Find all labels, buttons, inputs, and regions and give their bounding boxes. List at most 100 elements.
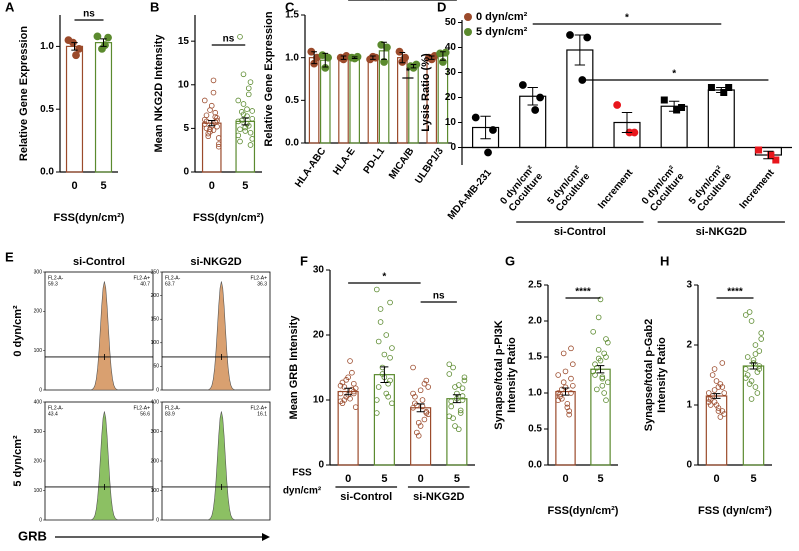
error-bar bbox=[344, 387, 353, 396]
data-point bbox=[446, 361, 453, 368]
data-point bbox=[242, 128, 249, 134]
y-tick-label: 0.0 bbox=[40, 167, 54, 178]
data-point bbox=[210, 77, 217, 84]
error-bar bbox=[416, 403, 425, 413]
data-point bbox=[212, 109, 219, 116]
data-point bbox=[713, 402, 720, 408]
y-tick-label: 300 bbox=[34, 269, 43, 275]
y-tick-label: 0 bbox=[156, 387, 159, 393]
data-point bbox=[244, 113, 250, 119]
data-point bbox=[484, 148, 492, 157]
data-point bbox=[744, 354, 751, 360]
annotation: ns bbox=[83, 9, 95, 20]
y-tick-label: 1.5 bbox=[285, 10, 299, 21]
data-point bbox=[709, 372, 716, 378]
data-point bbox=[351, 380, 357, 387]
y-tick-label: 100 bbox=[34, 348, 43, 354]
data-point bbox=[249, 108, 256, 114]
data-point bbox=[201, 116, 208, 123]
error-bar bbox=[440, 51, 446, 61]
data-point bbox=[389, 345, 395, 351]
data-point bbox=[590, 368, 596, 375]
data-point bbox=[383, 390, 390, 397]
x-tick-label: MICA/B bbox=[387, 146, 416, 181]
annotation: ns bbox=[223, 34, 235, 45]
bar bbox=[373, 374, 395, 466]
x-axis-label: FSS(dyn/cm²) bbox=[548, 505, 619, 517]
data-point bbox=[203, 118, 210, 125]
gate-value: 63.7 bbox=[165, 281, 175, 287]
data-point bbox=[707, 396, 714, 402]
data-point bbox=[349, 369, 355, 376]
error-bar bbox=[410, 63, 417, 69]
error-bar bbox=[241, 117, 249, 126]
error-bar bbox=[763, 150, 774, 160]
data-point bbox=[337, 390, 344, 397]
error-bar bbox=[100, 38, 107, 47]
data-point bbox=[201, 97, 208, 104]
y-axis-label: Mean NKG2D Intensity bbox=[153, 34, 165, 153]
error-bar bbox=[716, 87, 727, 93]
x-tick-label-group: PD-L1 bbox=[362, 146, 388, 176]
data-point bbox=[401, 53, 410, 62]
data-point bbox=[387, 354, 393, 361]
data-point bbox=[341, 397, 348, 403]
x-tick-label: 0 bbox=[713, 473, 719, 485]
data-point bbox=[377, 306, 384, 312]
y-tick-label: 200 bbox=[34, 309, 43, 315]
y-tick-label: 40 bbox=[445, 42, 457, 53]
y-tick-label: 250 bbox=[151, 269, 160, 275]
data-point bbox=[395, 47, 404, 56]
annotation: ** bbox=[362, 0, 370, 6]
panel-letter: H bbox=[660, 253, 669, 268]
y-tick-label: 5 bbox=[183, 123, 189, 134]
data-point bbox=[381, 351, 388, 358]
gate-value: 59.3 bbox=[48, 281, 58, 287]
data-point bbox=[237, 126, 243, 133]
bar bbox=[94, 42, 113, 173]
data-point bbox=[337, 398, 344, 405]
y-tick-label: 300 bbox=[151, 429, 160, 435]
arrow-head bbox=[262, 533, 270, 541]
data-point bbox=[452, 423, 458, 429]
data-point bbox=[564, 400, 571, 407]
data-point bbox=[742, 312, 749, 318]
data-point bbox=[215, 143, 222, 150]
gate-label: FL2-A+ bbox=[250, 275, 267, 281]
x-tick-label: 5 bbox=[100, 180, 106, 192]
data-point bbox=[719, 360, 726, 366]
error-bar bbox=[527, 87, 538, 106]
error-bar bbox=[596, 365, 605, 374]
y-tick-label: 1.5 bbox=[528, 352, 542, 363]
x-axis-label: FSS(dyn/cm²) bbox=[193, 212, 264, 224]
data-point bbox=[721, 390, 728, 396]
data-point bbox=[240, 71, 247, 78]
y-axis-label: Relative Gene Expression bbox=[18, 26, 30, 161]
gate-line bbox=[162, 353, 270, 360]
panel-letter: C bbox=[285, 0, 295, 14]
data-point bbox=[240, 101, 247, 107]
data-point bbox=[711, 399, 718, 405]
data-point bbox=[748, 318, 755, 324]
data-point bbox=[245, 91, 252, 98]
y-axis-label: Relative Gene Expression bbox=[263, 11, 275, 146]
data-point bbox=[450, 364, 456, 371]
gate-label: FL2-A- bbox=[48, 405, 64, 411]
data-point bbox=[104, 33, 112, 42]
panel-letter: D bbox=[437, 0, 446, 14]
data-point bbox=[337, 382, 344, 389]
data-point bbox=[410, 364, 416, 371]
data-point bbox=[351, 388, 357, 395]
gate-value: 83.9 bbox=[165, 411, 175, 417]
data-point bbox=[705, 390, 712, 396]
y-tick-label: 400 bbox=[151, 399, 160, 405]
y-tick-label: 0.0 bbox=[528, 460, 542, 471]
data-point bbox=[594, 386, 600, 393]
data-point bbox=[244, 106, 250, 112]
data-point bbox=[758, 336, 765, 342]
y-tick-label: 200 bbox=[151, 458, 160, 464]
data-point bbox=[566, 31, 574, 39]
data-point bbox=[713, 378, 720, 384]
